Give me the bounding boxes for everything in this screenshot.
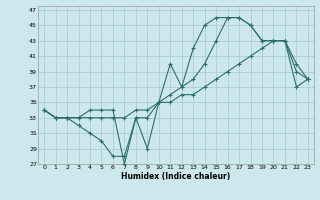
- X-axis label: Humidex (Indice chaleur): Humidex (Indice chaleur): [121, 172, 231, 181]
